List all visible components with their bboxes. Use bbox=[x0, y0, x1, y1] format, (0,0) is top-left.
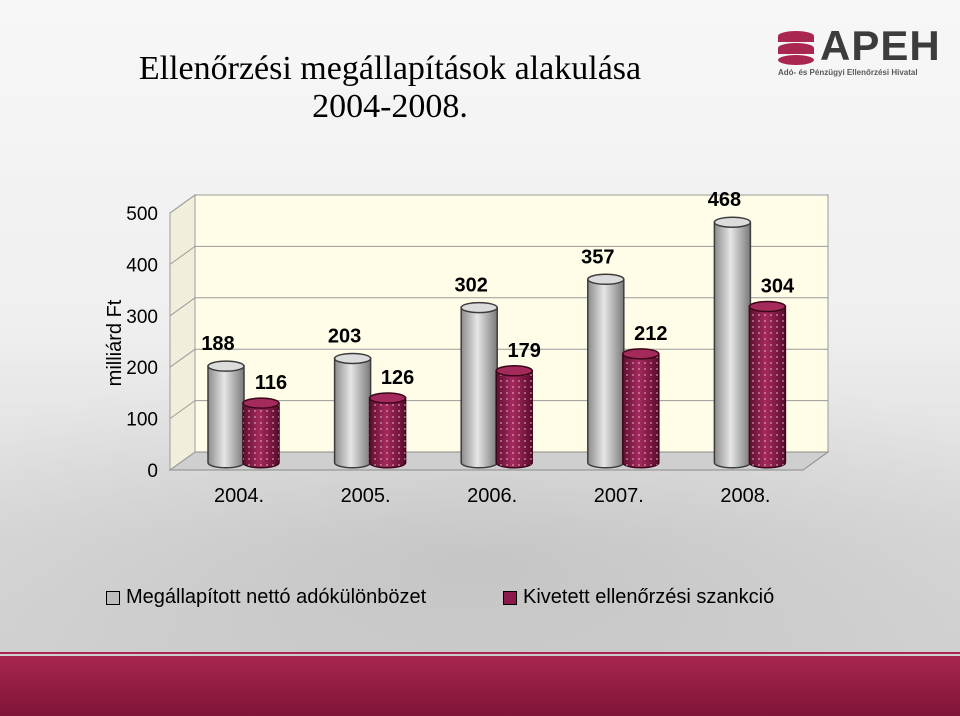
x-tick-label: 2005. bbox=[341, 485, 391, 507]
x-tick-label: 2007. bbox=[594, 485, 644, 507]
bar-2007.-szankcio bbox=[622, 348, 660, 469]
gridline-side bbox=[169, 451, 196, 471]
apeh-logo-icon bbox=[778, 31, 814, 65]
bar-2005.-szankcio bbox=[368, 392, 407, 469]
data-label: 468 bbox=[708, 189, 741, 211]
y-tick-label: 100 bbox=[126, 410, 158, 431]
data-label: 357 bbox=[581, 246, 614, 268]
data-label: 116 bbox=[255, 372, 287, 394]
y-tick-label: 300 bbox=[126, 307, 158, 328]
data-label: 188 bbox=[201, 333, 234, 355]
y-tick-label: 400 bbox=[126, 255, 158, 276]
bar-2006.-netto bbox=[460, 301, 498, 469]
page-title: Ellenőrzési megállapítások alakulása 200… bbox=[100, 50, 680, 126]
data-label: 212 bbox=[634, 323, 667, 345]
bar-top bbox=[495, 365, 533, 377]
bar-top bbox=[333, 352, 372, 365]
bar-dot-pattern bbox=[749, 306, 786, 468]
legend-swatch-maroon-icon bbox=[503, 590, 517, 605]
logo-subtitle: Adó- és Pénzügyi Ellenőrzési Hivatal bbox=[778, 68, 918, 77]
bar-2005.-netto bbox=[333, 352, 372, 469]
title-line-1: Ellenőrzési megállapítások alakulása bbox=[138, 50, 642, 87]
logo-name: APEH bbox=[820, 22, 941, 69]
gridline-side bbox=[169, 348, 196, 368]
y-tick-label: 0 bbox=[147, 461, 158, 482]
bar-top bbox=[368, 392, 407, 404]
bar-body bbox=[460, 306, 498, 469]
gridline-side bbox=[169, 245, 196, 265]
bar-2007.-netto bbox=[587, 273, 625, 469]
bar-top bbox=[748, 300, 787, 313]
legend-item-series2: Kivetett ellenőrzési szankció bbox=[503, 586, 774, 609]
bar-2004.-netto bbox=[207, 360, 245, 469]
bar-2008.-szankcio bbox=[748, 300, 787, 469]
bar-2006.-szankcio bbox=[495, 365, 533, 469]
gridline-side bbox=[169, 400, 196, 420]
y-axis-label: milliárd Ft bbox=[104, 299, 126, 386]
data-label: 304 bbox=[761, 276, 795, 298]
bar-dot-pattern bbox=[369, 398, 406, 468]
bar-top bbox=[622, 348, 660, 360]
legend-item-series1: Megállapított nettó adókülönbözet bbox=[106, 586, 426, 609]
bar-top bbox=[587, 273, 625, 286]
bar-top bbox=[713, 216, 752, 228]
y-tick-label: 200 bbox=[126, 358, 158, 379]
bar-body bbox=[713, 221, 752, 469]
gridline-side bbox=[169, 194, 196, 214]
x-tick-label: 2004. bbox=[214, 485, 264, 507]
data-label: 302 bbox=[455, 275, 488, 297]
bar-top bbox=[207, 360, 245, 372]
bar-2008.-netto bbox=[713, 216, 752, 469]
bar-top bbox=[242, 397, 280, 409]
plot-side-wall bbox=[169, 194, 196, 471]
legend-label-series2: Kivetett ellenőrzési szankció bbox=[523, 586, 775, 608]
gridline-side bbox=[169, 297, 196, 317]
bar-2004.-szankcio bbox=[242, 397, 280, 469]
y-tick-label: 500 bbox=[126, 204, 158, 225]
bar-body bbox=[587, 278, 625, 469]
footer-divider bbox=[0, 652, 960, 654]
x-tick-label: 2008. bbox=[720, 485, 770, 507]
bar-dot-pattern bbox=[496, 370, 533, 468]
data-label: 203 bbox=[328, 325, 361, 347]
bar-body bbox=[333, 357, 372, 469]
footer-band bbox=[0, 656, 960, 716]
x-tick-label: 2006. bbox=[467, 485, 517, 507]
title-line-2: 2004-2008. bbox=[312, 88, 468, 125]
bar-dot-pattern bbox=[243, 403, 279, 468]
legend-label-series1: Megállapított nettó adókülönbözet bbox=[126, 586, 427, 608]
data-label: 126 bbox=[381, 367, 414, 389]
bar-dot-pattern bbox=[622, 353, 659, 468]
bar-top bbox=[460, 301, 498, 314]
legend-swatch-gray-icon bbox=[106, 590, 120, 605]
bar-body bbox=[207, 365, 245, 469]
data-label: 179 bbox=[508, 340, 541, 362]
